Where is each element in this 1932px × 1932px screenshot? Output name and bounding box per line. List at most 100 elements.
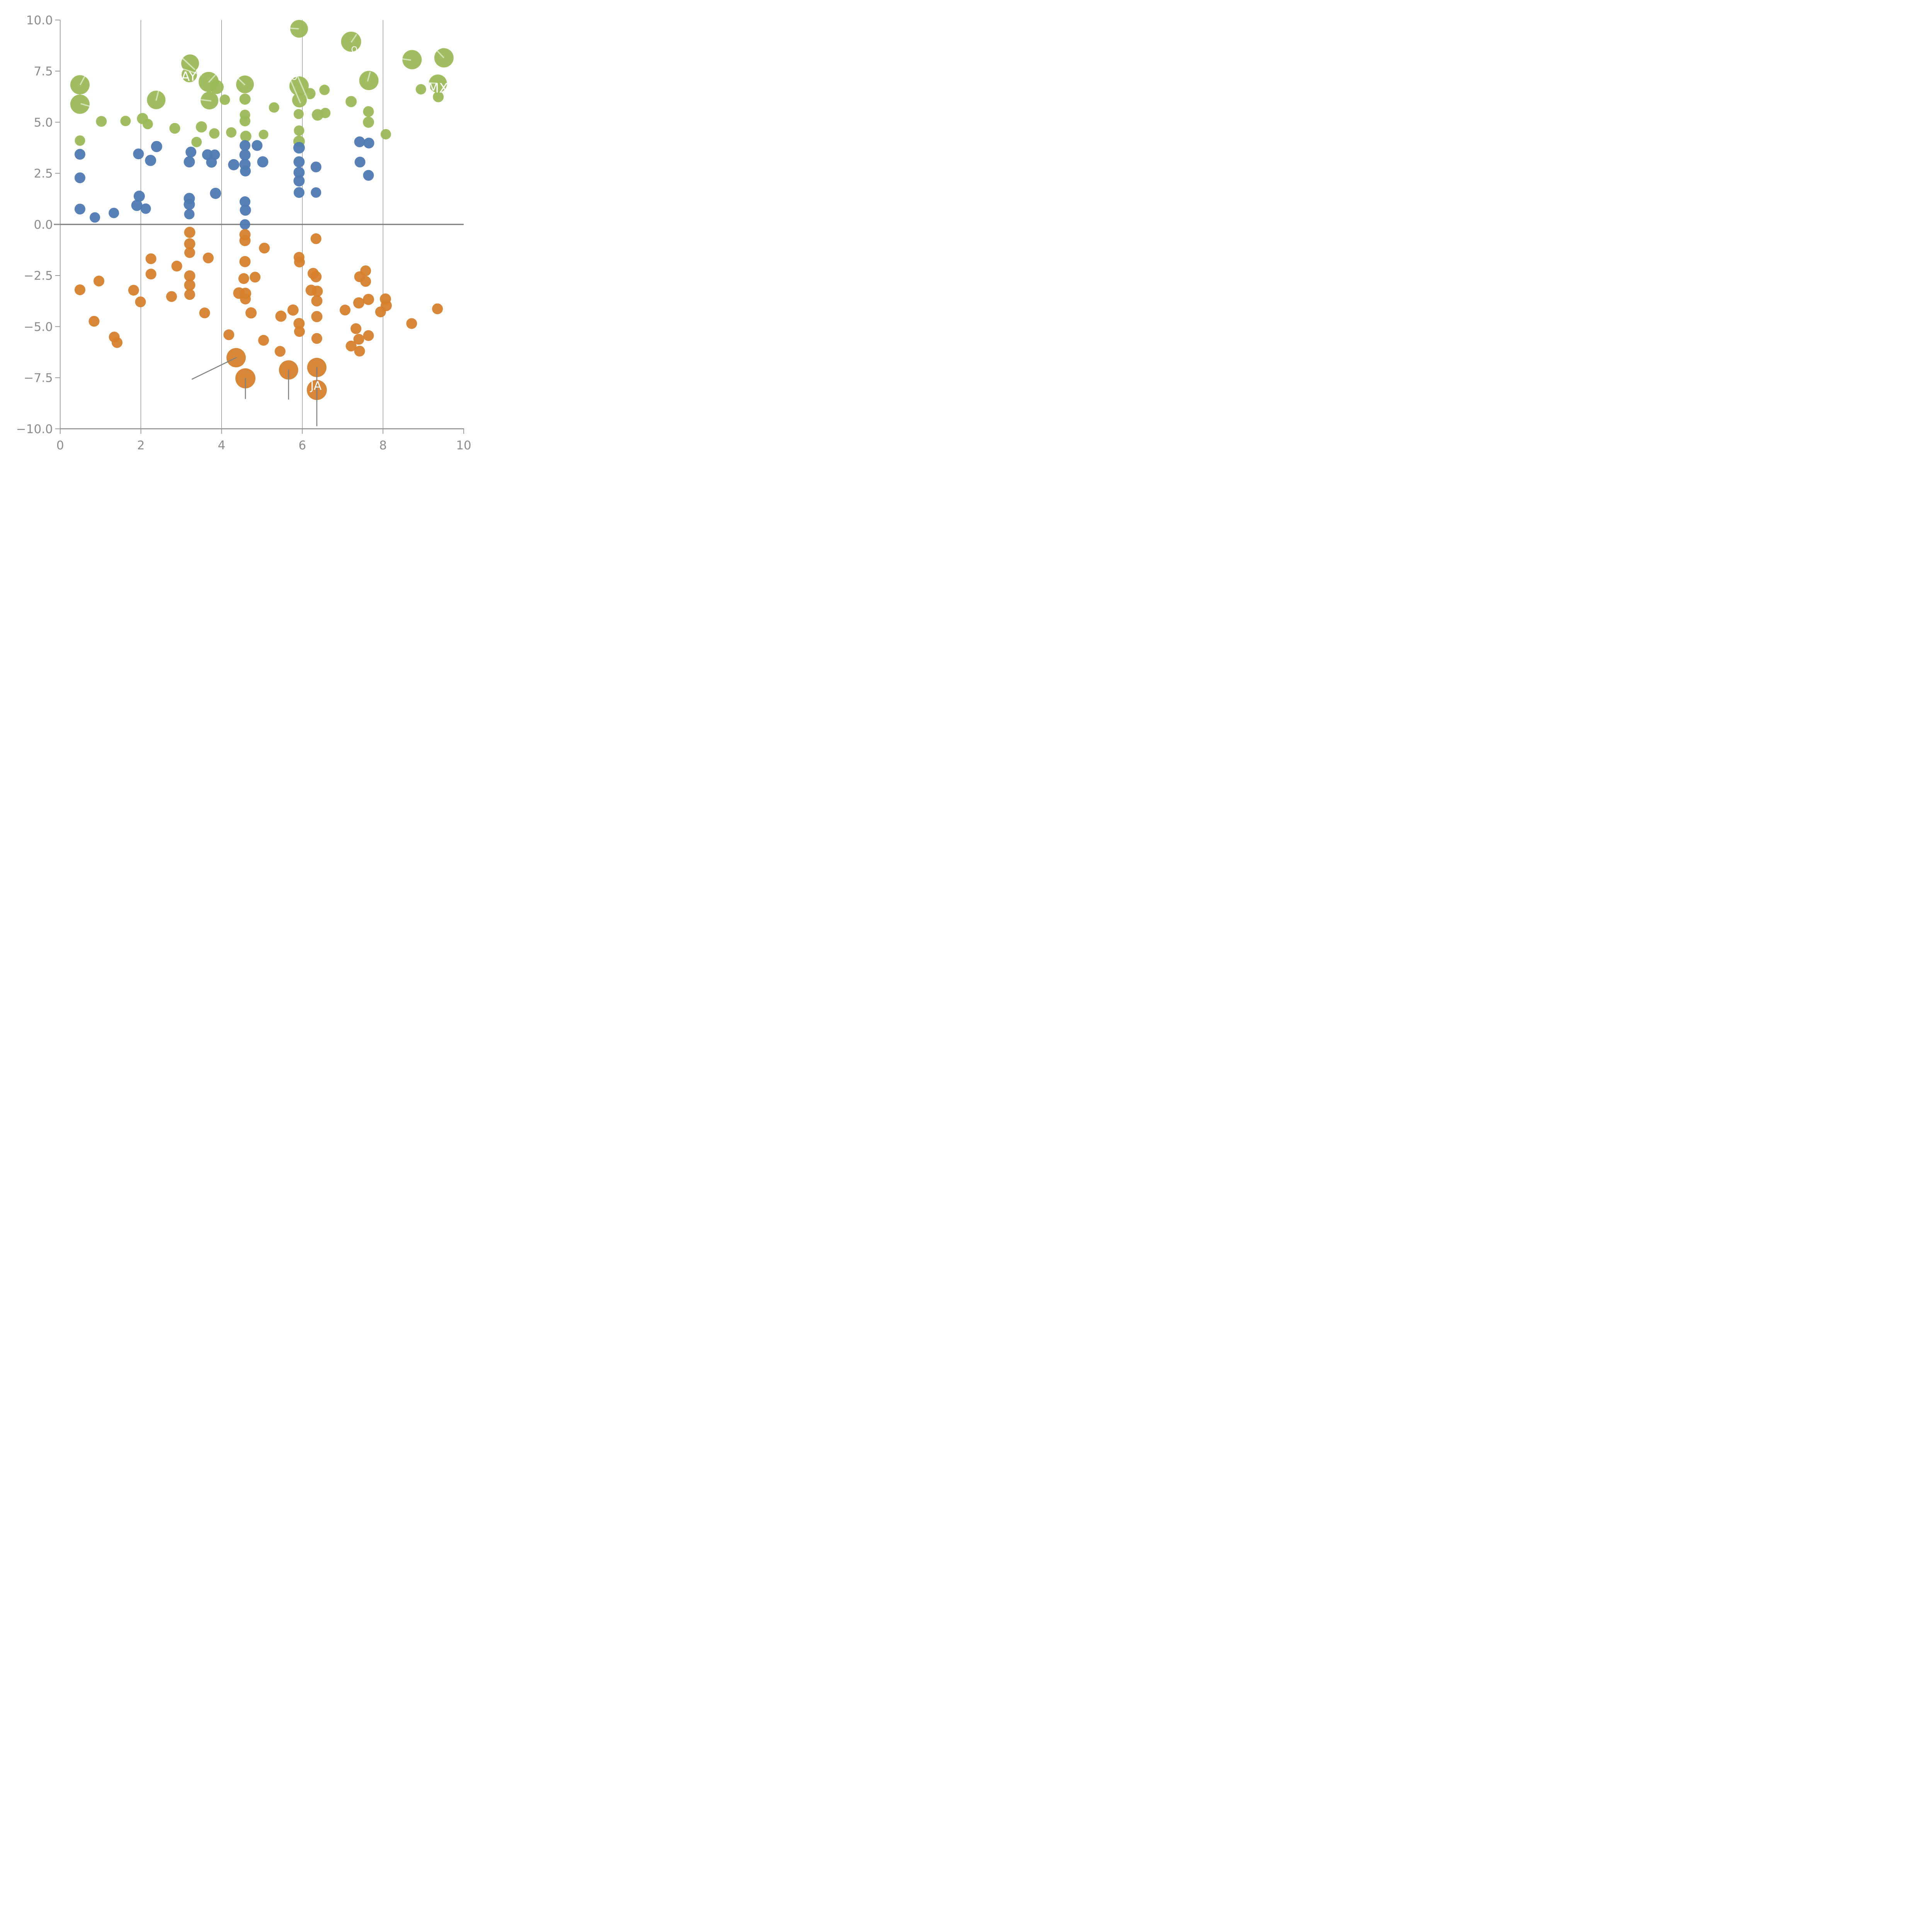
orange_series-point — [128, 285, 139, 296]
blue_series-point — [293, 156, 305, 168]
green_series-point — [209, 80, 224, 94]
x-tick-label-4: 4 — [218, 439, 226, 452]
orange_series-point — [135, 296, 146, 308]
blue_series-point — [240, 196, 251, 207]
bubble-labels: AY MX JA O O — [181, 45, 448, 393]
orange_series-point — [311, 311, 323, 322]
blue_series-point — [363, 138, 374, 149]
blue_series-point — [311, 187, 321, 198]
blue_series-point — [184, 199, 195, 210]
blue_series-point — [74, 172, 85, 184]
green_series-point — [433, 91, 444, 102]
green_series-point — [259, 129, 269, 139]
white-leader-line — [208, 74, 216, 83]
white-leader-line — [179, 54, 196, 70]
orange_series-point — [310, 271, 322, 282]
orange_series-point — [353, 297, 365, 309]
blue_series-point — [74, 204, 85, 215]
green_series-point — [240, 131, 252, 142]
orange_series-point — [258, 335, 269, 346]
orange_series-point — [310, 233, 321, 244]
green_series-point — [209, 128, 220, 139]
green_series-point — [226, 127, 237, 138]
blue_series-point — [131, 200, 143, 211]
blue_series-point — [185, 146, 197, 158]
blue_series-point — [184, 156, 195, 168]
orange_series-point — [311, 286, 323, 297]
orange_series-point — [353, 334, 364, 345]
blue_series-point — [109, 207, 119, 218]
blue_series-point — [257, 156, 269, 168]
orange_series-point — [294, 326, 305, 337]
orange_series-point — [250, 272, 261, 283]
green_series-point — [269, 102, 279, 113]
blue_series-point — [252, 140, 263, 151]
blue_series-point — [363, 170, 374, 181]
y-tick-label-7.5: 7.5 — [34, 65, 53, 78]
orange_series-point — [311, 333, 322, 344]
orange_series-point — [74, 284, 85, 296]
y-tick-label-10: 10.0 — [26, 14, 53, 27]
orange_series-point — [274, 346, 286, 357]
green_series-point — [120, 116, 131, 126]
white-leader-line — [155, 90, 160, 101]
orange_series-point — [238, 273, 249, 284]
bubble-label-JA: JA — [310, 379, 321, 393]
bubble-scatter-plot: 10.0 7.5 5.0 2.5 0.0 −2.5 −5.0 −7.5 −10.0 0 2 4 6 8 1… — [16, 14, 471, 452]
green_series-point — [319, 85, 330, 95]
orange_series-point — [171, 260, 182, 272]
orange_series-point — [199, 307, 210, 318]
blue_series-point — [206, 156, 217, 168]
orange_series-point — [223, 329, 235, 340]
gray-leader-lines — [191, 357, 318, 427]
y-tick-labels: 10.0 7.5 5.0 2.5 0.0 −2.5 −5.0 −7.5 −10.0 — [16, 14, 53, 436]
orange_series-point — [363, 330, 374, 341]
green_series-point — [363, 106, 374, 117]
green_series-point — [293, 109, 304, 119]
orange_series-point — [294, 257, 305, 268]
green_series-point — [290, 20, 308, 38]
axis-ticks — [55, 19, 464, 434]
green_series-point — [196, 121, 207, 133]
blue_series-point — [240, 219, 250, 230]
orange_series-point — [94, 276, 105, 287]
bubble-label-O: O — [291, 72, 298, 82]
y-tick-label--7.5: −7.5 — [24, 371, 53, 385]
bubble-label-O: O — [351, 45, 358, 54]
x-tick-labels: 0 2 4 6 8 10 — [56, 439, 471, 452]
green_series-point — [415, 84, 426, 95]
orange_series-point — [287, 304, 299, 316]
green_series-point — [219, 94, 230, 105]
green_series-point — [304, 88, 316, 99]
orange_series-point — [184, 289, 195, 300]
blue_series-point — [293, 142, 305, 154]
blue_series-point — [151, 141, 162, 152]
y-tick-label-0: 0.0 — [34, 218, 53, 232]
orange_series-point — [293, 318, 305, 329]
orange_series-point — [184, 247, 195, 258]
white-leader-line — [80, 103, 90, 107]
green_series-point — [240, 116, 251, 127]
blue_series-point — [240, 140, 251, 151]
white-leader-line — [367, 71, 371, 82]
white-leader-line — [284, 27, 299, 30]
blue_series-point — [354, 156, 366, 168]
blue_series-point — [140, 203, 151, 214]
x-tick-label-2: 2 — [137, 439, 145, 452]
orange_series-point — [259, 243, 270, 254]
green_series-point — [363, 116, 374, 128]
blue_series-point — [184, 209, 195, 219]
blue_series-point — [293, 167, 305, 178]
green_series-point — [402, 50, 422, 70]
blue_series-point — [145, 155, 156, 166]
white-leader-line — [201, 99, 211, 102]
y-tick-label--10: −10.0 — [16, 422, 53, 436]
green_series-point — [345, 96, 357, 107]
blue_series-point — [210, 187, 221, 199]
blue_series-point — [354, 136, 365, 148]
white-leader-line — [80, 75, 86, 85]
orange_series-point — [360, 265, 371, 276]
green_series-point — [320, 107, 331, 118]
orange_series-point — [311, 295, 323, 307]
orange_series-point — [275, 310, 287, 322]
